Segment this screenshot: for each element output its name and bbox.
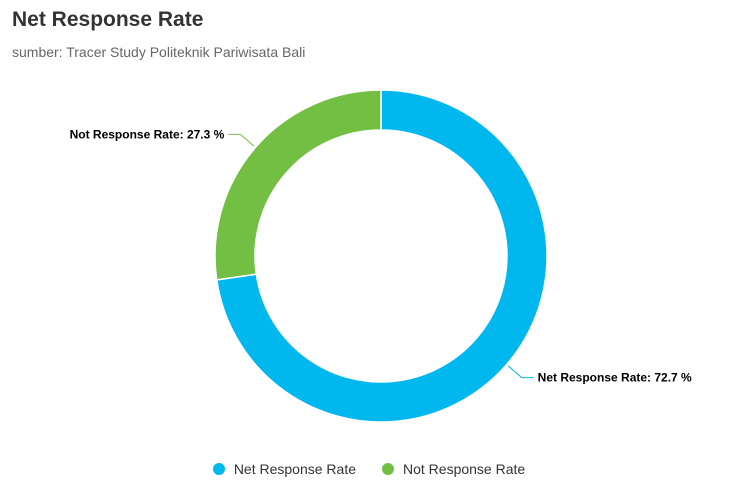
legend-marker-not-response [382,463,394,475]
legend-label-net-response: Net Response Rate [233,461,356,477]
legend-item-not-response[interactable]: Not Response Rate [382,461,525,477]
slice-not-response-rate[interactable] [214,89,382,281]
legend-marker-net-response [212,463,225,475]
slice-net-response-rate[interactable] [215,89,548,423]
legend-item-net-response[interactable]: Net Response Rate [212,461,356,477]
chart-subtitle: sumber: Tracer Study Politeknik Pariwisa… [12,44,306,60]
donut-chart: Net Response Rate: 72.7 % Not Response Ra… [70,89,692,423]
connector-not-response-rate [228,133,255,147]
legend-label-not-response: Not Response Rate [403,461,526,477]
data-label-not-response-rate: Not Response Rate: 27.3 % [70,127,225,141]
legend: Net Response Rate Not Response Rate [0,461,738,477]
chart-title: Net Response Rate [12,8,204,31]
data-label-net-response-rate: Net Response Rate: 72.7 % [538,371,692,385]
connector-net-response-rate [507,365,534,379]
